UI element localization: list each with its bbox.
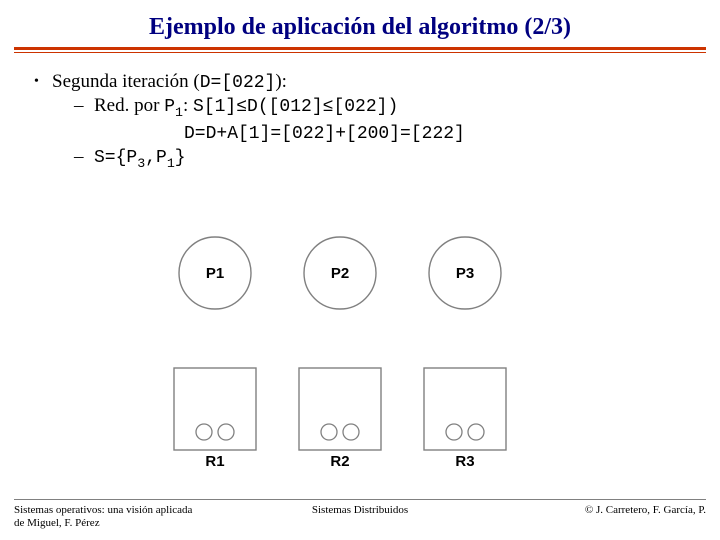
- sub2-pre: S={P: [94, 148, 137, 168]
- dash-1: –: [74, 95, 84, 117]
- sub-bullet-1: – Red. por P1: S[1]≤D([012]≤[022]): [34, 95, 686, 120]
- sub2-post: }: [175, 148, 186, 168]
- sub1-sep: :: [183, 95, 193, 116]
- title-rule: [14, 47, 706, 53]
- sub2-s2: 1: [167, 156, 175, 171]
- sub-bullet-2: – S={P3,P1}: [34, 146, 686, 171]
- footer-rule: [14, 499, 706, 500]
- svg-text:P3: P3: [456, 265, 474, 282]
- bullet-level1: • Segunda iteración (D=[022]):: [34, 71, 686, 93]
- svg-text:P1: P1: [206, 265, 224, 282]
- sub-bullet-1b: D=D+A[1]=[022]+[200]=[222]: [34, 122, 686, 144]
- sub1-psub: 1: [175, 105, 183, 120]
- sub1-p: P: [164, 97, 175, 117]
- footer-left-l2: de Miguel, F. Pérez: [14, 517, 100, 529]
- svg-text:R1: R1: [205, 453, 224, 470]
- svg-text:R2: R2: [330, 453, 349, 470]
- svg-text:R3: R3: [455, 453, 474, 470]
- content-block: • Segunda iteración (D=[022]): – Red. po…: [0, 53, 720, 171]
- sub1-pre: Red. por: [94, 95, 164, 116]
- diagram: P1 P2 P3 R1 R2 R3: [0, 228, 720, 478]
- footer: Sistemas operativos: una visión aplicada…: [14, 504, 706, 534]
- footer-right: © J. Carretero, F. García, P.: [506, 504, 706, 516]
- diagram-svg: P1 P2 P3 R1 R2 R3: [0, 228, 720, 478]
- bullet-dot: •: [34, 74, 39, 90]
- sub1b-code: D=D+A[1]=[022]+[200]=[222]: [184, 124, 465, 144]
- svg-text:P2: P2: [331, 265, 349, 282]
- bullet1-text-post: ):: [275, 71, 287, 92]
- slide-title: Ejemplo de aplicación del algoritmo (2/3…: [0, 0, 720, 47]
- bullet1-code: D=[022]: [200, 73, 276, 93]
- bullet1-text-pre: Segunda iteración (: [52, 71, 200, 92]
- sub2-mid: ,P: [145, 148, 167, 168]
- sub1-code: S[1]≤D([012]≤[022]): [193, 97, 398, 117]
- sub2-s1: 3: [137, 156, 145, 171]
- dash-2: –: [74, 146, 84, 168]
